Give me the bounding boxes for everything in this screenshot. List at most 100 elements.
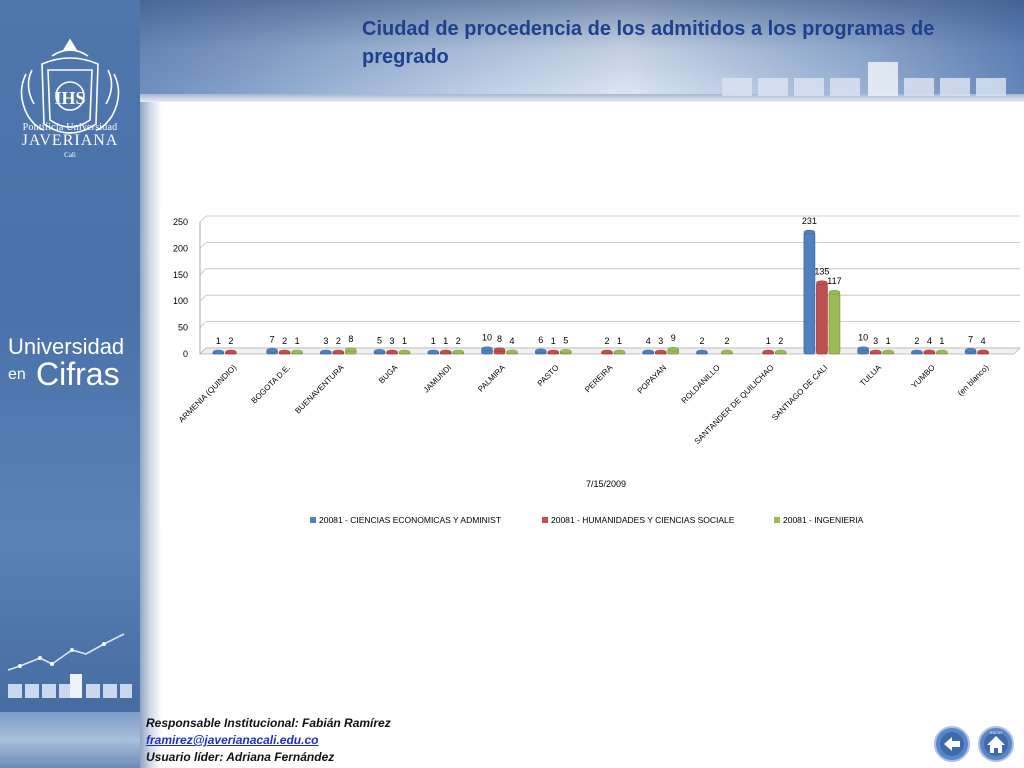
bar-top xyxy=(398,349,411,355)
bar-top xyxy=(923,349,936,355)
bar-top xyxy=(320,349,332,355)
legend-swatch xyxy=(310,517,316,523)
data-label: 135 xyxy=(814,267,829,277)
data-label: 6 xyxy=(538,335,543,345)
bar-top xyxy=(828,290,841,295)
bar-top xyxy=(601,349,613,355)
crest-letters: IHS xyxy=(54,88,85,108)
bar-top xyxy=(667,347,679,352)
back-arrow-icon[interactable] xyxy=(934,726,970,762)
university-name-line3: Cali xyxy=(64,151,76,159)
bar-top xyxy=(506,349,518,355)
category-label: ROLDANILLO xyxy=(680,363,722,405)
data-label: 7 xyxy=(968,334,973,344)
grid-depth-line xyxy=(199,321,207,328)
data-label: 1 xyxy=(939,336,944,346)
bar-top xyxy=(775,349,787,355)
bar-top xyxy=(452,349,464,355)
bar-top xyxy=(816,280,828,285)
bar-top xyxy=(857,346,869,351)
bar-top xyxy=(642,349,654,355)
bar-top xyxy=(386,349,398,355)
category-label: BUENAVENTURA xyxy=(293,363,346,416)
data-label: 4 xyxy=(510,336,515,346)
home-label: INICIO xyxy=(990,730,1002,735)
category-label: TULUA xyxy=(858,363,883,388)
data-label: 2 xyxy=(336,336,341,346)
footer-email-link[interactable]: framirez@javerianacali.edu.co xyxy=(146,733,319,747)
sidebar-shadow xyxy=(140,0,162,768)
data-label: 1 xyxy=(443,336,448,346)
grid-depth-line xyxy=(199,294,207,302)
data-label: 2 xyxy=(699,336,704,346)
y-tick-label: 200 xyxy=(173,243,188,253)
data-label: 4 xyxy=(927,336,932,346)
legend-entry: 20081 - INGENIERIA xyxy=(783,515,864,525)
sidebar xyxy=(0,0,140,768)
category-label: YUMBO xyxy=(910,363,937,390)
data-label: 10 xyxy=(858,333,868,343)
bar-top xyxy=(291,349,303,355)
data-label: 1 xyxy=(295,336,300,346)
data-label: 117 xyxy=(827,276,841,286)
grid-depth-line xyxy=(199,268,207,276)
bar-top xyxy=(266,348,278,353)
category-label: BOGOTA D.E. xyxy=(250,363,292,405)
data-label: 8 xyxy=(348,334,353,344)
university-name-line1: Pontificia Universidad xyxy=(22,122,118,133)
bar-top xyxy=(964,348,977,353)
data-label: 3 xyxy=(390,336,395,346)
data-label: 1 xyxy=(886,336,891,346)
bar xyxy=(816,282,828,355)
bar-top xyxy=(547,349,559,355)
data-label: 1 xyxy=(216,336,221,346)
data-label: 2 xyxy=(456,336,461,346)
category-label: (en blanco) xyxy=(956,363,991,398)
category-label: PALMIRA xyxy=(476,363,507,394)
data-label: 2 xyxy=(228,336,233,346)
bar-top xyxy=(762,349,774,355)
data-label: 231 xyxy=(802,216,817,226)
data-label: 1 xyxy=(402,336,407,346)
bar-top xyxy=(869,349,882,355)
data-label: 8 xyxy=(497,334,502,344)
data-label: 3 xyxy=(873,336,878,346)
y-tick-label: 250 xyxy=(173,217,188,227)
bar-chart: 0 50 100 150 200 250 1 2 ARMENIA (QUINDIO) 7 2 1 BOG… xyxy=(160,208,1024,528)
growth-graph-icon xyxy=(7,633,132,698)
data-label: 2 xyxy=(724,336,729,346)
bar-top xyxy=(655,349,667,355)
header-underline xyxy=(140,94,1024,102)
category-label: PEREIRA xyxy=(583,363,615,395)
data-label: 7 xyxy=(270,334,275,344)
page-title: Ciudad de procedencia de los admitidos a… xyxy=(362,18,935,68)
y-tick-label: 0 xyxy=(183,349,188,359)
legend-entry: 20081 - CIENCIAS ECONOMICAS Y ADMINIST xyxy=(319,515,501,525)
data-label: 2 xyxy=(604,336,609,346)
data-label: 1 xyxy=(617,336,622,346)
bar xyxy=(803,231,816,355)
bar-top xyxy=(911,349,923,355)
home-icon[interactable]: INICIO xyxy=(978,726,1014,762)
y-tick-label: 150 xyxy=(173,270,188,280)
data-label: 2 xyxy=(778,336,783,346)
bar-top xyxy=(535,348,547,354)
university-crest-icon: IHS xyxy=(20,38,120,134)
legend-swatch xyxy=(542,517,548,523)
bar-top xyxy=(560,349,572,354)
footer-usuario: Usuario líder: Adriana Fernández xyxy=(146,750,335,764)
bar-top xyxy=(440,349,452,355)
bar-top xyxy=(493,347,506,352)
bar-top xyxy=(613,349,626,355)
bar-top xyxy=(977,349,989,355)
section-title-cifras: Cifras xyxy=(36,356,120,392)
data-label: 4 xyxy=(981,336,986,346)
x-axis-label: 7/15/2009 xyxy=(586,479,626,489)
data-label: 9 xyxy=(671,333,676,343)
category-label: SANTIAGO DE CALI xyxy=(770,363,829,422)
footer-responsable: Responsable Institucional: Fabián Ramíre… xyxy=(146,716,391,730)
section-title-universidad: Universidad xyxy=(8,334,125,359)
bar-top xyxy=(427,349,439,355)
data-label: 1 xyxy=(551,336,556,346)
